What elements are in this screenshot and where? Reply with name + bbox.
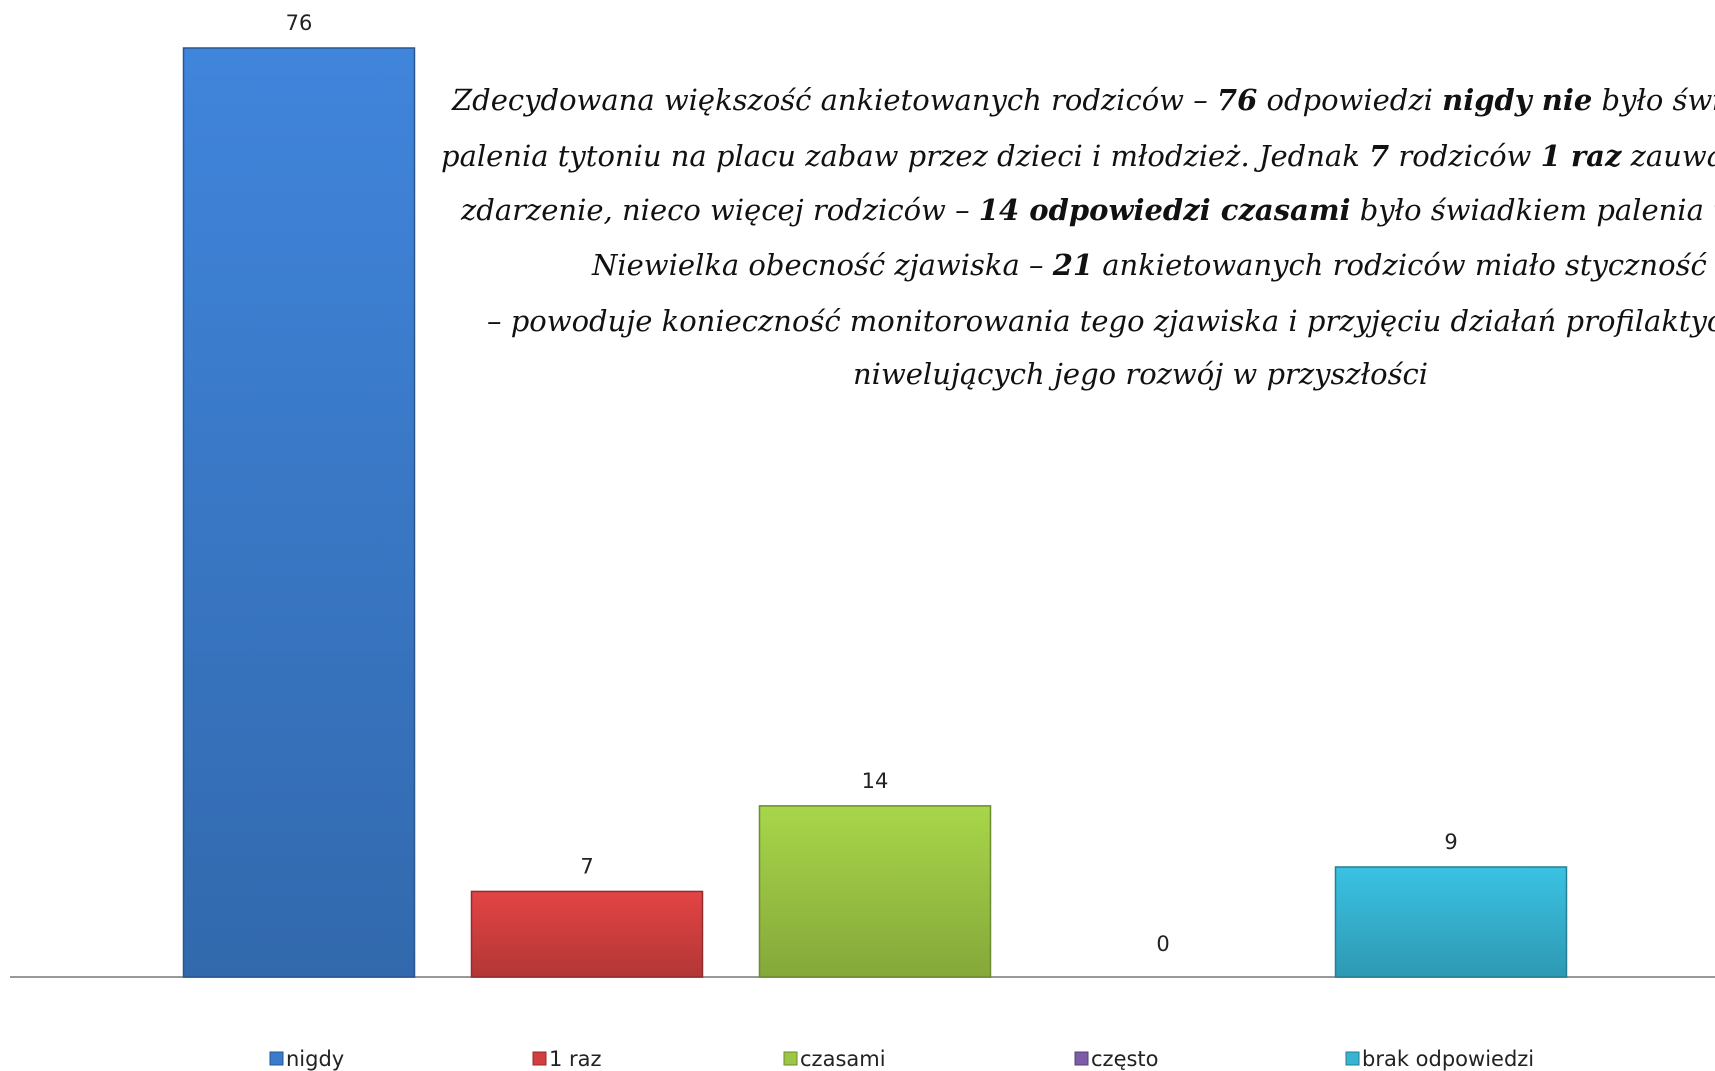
legend-label: czasami <box>800 1047 886 1071</box>
annotation-run: było świ <box>1592 83 1715 117</box>
bar <box>182 47 416 978</box>
legend-label: nigdy <box>286 1047 344 1071</box>
value-label: 14 <box>862 769 889 793</box>
annotation-run: odpowiedzi <box>1257 83 1442 117</box>
legend-swatch <box>783 1051 798 1066</box>
annotation-line: palenia tytoniu na placu zabaw przez dzi… <box>441 139 1715 173</box>
annotation-run: – powoduje konieczność monitorowania teg… <box>487 304 1715 338</box>
bar <box>758 805 992 978</box>
annotation-run: 14 odpowiedzi czasami <box>979 193 1351 227</box>
legend-swatch <box>1345 1051 1360 1066</box>
annotation-run: 1 raz <box>1541 139 1622 173</box>
annotation-line: Niewielka obecność zjawiska – 21 ankieto… <box>591 248 1707 282</box>
annotation-line: niwelujących jego rozwój w przyszłości <box>853 357 1428 391</box>
annotation-run: nigdy nie <box>1442 83 1592 117</box>
annotation-run: zauważ <box>1621 139 1715 173</box>
bar <box>1334 866 1568 978</box>
value-label: 0 <box>1156 932 1169 956</box>
legend-swatch <box>532 1051 547 1066</box>
value-label: 9 <box>1444 830 1457 854</box>
value-label: 76 <box>286 11 313 35</box>
legend-swatch <box>1074 1051 1089 1066</box>
value-label: 7 <box>580 854 593 878</box>
annotation-run: ankietowanych rodziców miało styczność <box>1093 248 1707 282</box>
legend-swatch <box>269 1051 284 1066</box>
annotation-run: Niewielka obecność zjawiska – <box>591 248 1053 282</box>
annotation-run: zdarzenie, nieco więcej rodziców – <box>460 193 979 227</box>
annotation-line: – powoduje konieczność monitorowania teg… <box>487 304 1715 338</box>
annotation-run: niwelujących jego rozwój w przyszłości <box>853 357 1428 391</box>
annotation-run: Zdecydowana większość ankietowanych rodz… <box>451 83 1217 117</box>
annotation-run: 76 <box>1217 83 1257 117</box>
annotation-run: rodziców <box>1389 139 1540 173</box>
legend-label: 1 raz <box>549 1047 602 1071</box>
legend-label: często <box>1091 1047 1159 1071</box>
annotation-run: było świadkiem palenia t <box>1351 193 1715 227</box>
legend-label: brak odpowiedzi <box>1362 1047 1534 1071</box>
annotation-line: zdarzenie, nieco więcej rodziców – 14 od… <box>460 193 1715 227</box>
annotation-run: 21 <box>1052 248 1093 282</box>
bar <box>470 890 704 978</box>
annotation-run: palenia tytoniu na placu zabaw przez dzi… <box>441 139 1369 173</box>
annotation-run: 7 <box>1369 139 1389 173</box>
annotation-line: Zdecydowana większość ankietowanych rodz… <box>451 83 1715 117</box>
